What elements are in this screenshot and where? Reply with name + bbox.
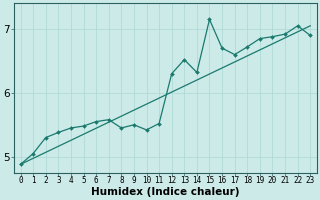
X-axis label: Humidex (Indice chaleur): Humidex (Indice chaleur) bbox=[91, 187, 240, 197]
